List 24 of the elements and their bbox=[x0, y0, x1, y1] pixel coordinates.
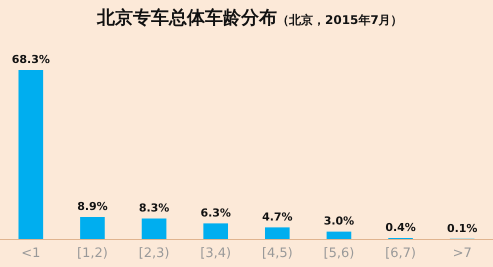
data-label: 0.1% bbox=[446, 222, 478, 235]
x-tick-label: [1,2) bbox=[77, 246, 108, 261]
data-label: 4.7% bbox=[262, 210, 293, 224]
bar bbox=[326, 232, 352, 239]
data-label: 8.9% bbox=[77, 200, 108, 213]
chart-title: 北京专车总体车龄分布 bbox=[96, 8, 277, 28]
bar bbox=[264, 227, 290, 239]
data-label: 3.0% bbox=[324, 214, 354, 228]
data-label: 68.3% bbox=[12, 53, 50, 66]
bar bbox=[18, 70, 44, 239]
x-tick-label: [6,7) bbox=[385, 246, 416, 261]
x-tick-label: [3,4) bbox=[200, 246, 232, 261]
chart-subtitle: （北京，2015年7月） bbox=[277, 13, 403, 27]
data-label: 6.3% bbox=[200, 206, 231, 220]
x-tick-label: <1 bbox=[21, 246, 40, 261]
data-label: 8.3% bbox=[138, 201, 170, 214]
data-label: 0.4% bbox=[385, 221, 416, 234]
bar bbox=[142, 218, 166, 239]
x-tick-label: [2,3) bbox=[138, 246, 170, 261]
bar bbox=[80, 216, 105, 239]
x-tick-label: [4,5) bbox=[262, 246, 293, 261]
x-tick-label: >7 bbox=[452, 246, 472, 261]
bar bbox=[203, 223, 228, 239]
x-tick-label: [5,6) bbox=[324, 246, 354, 261]
